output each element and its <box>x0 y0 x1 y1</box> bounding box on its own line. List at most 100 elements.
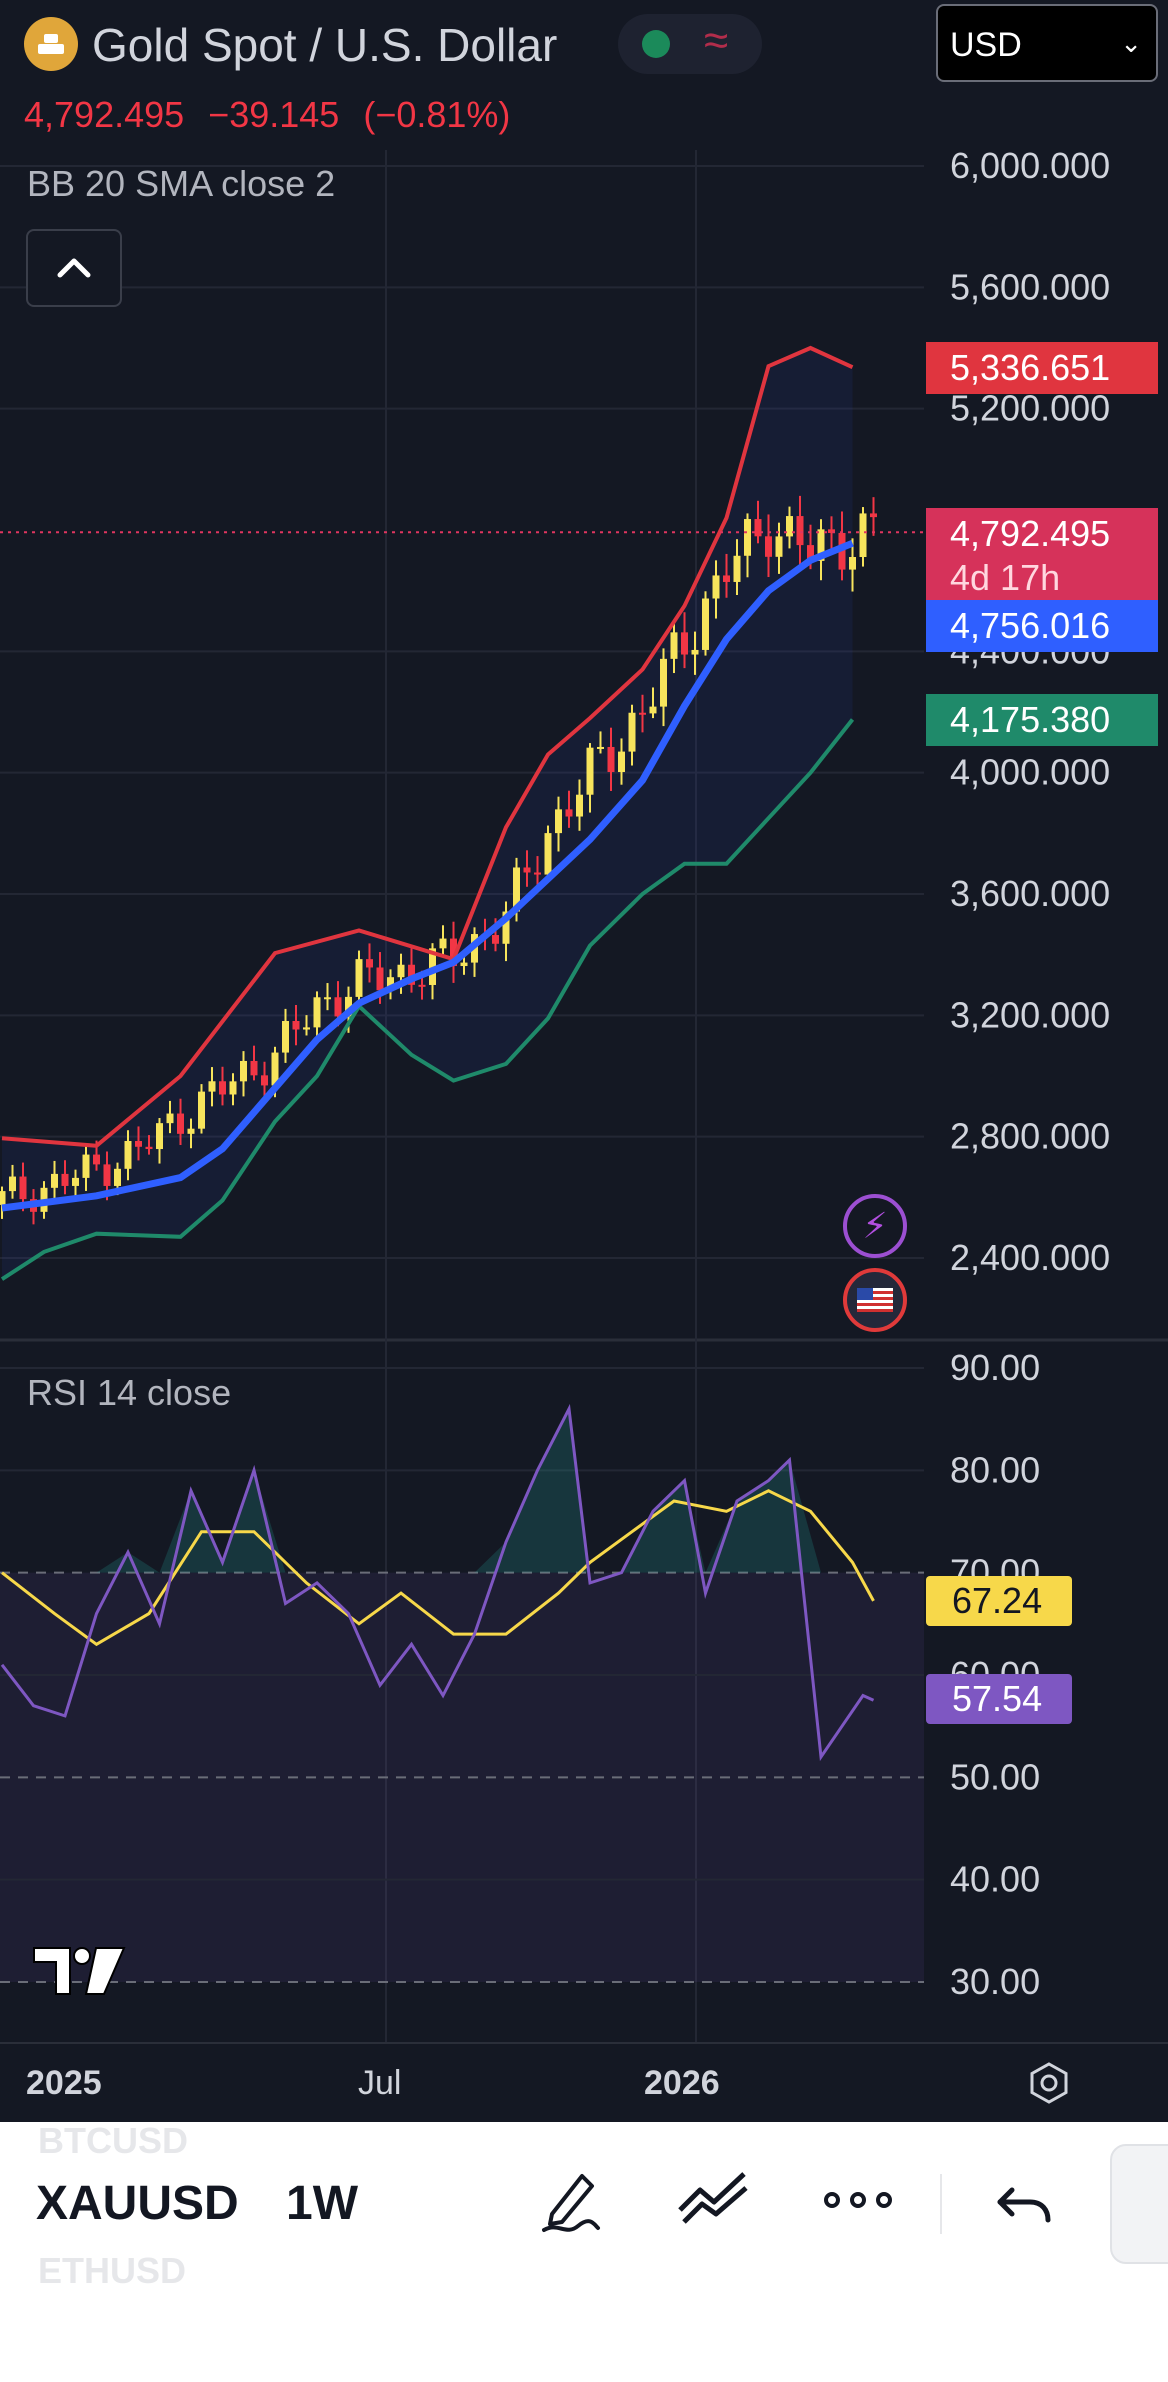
currency-select[interactable]: USD ⌄ <box>936 4 1158 82</box>
candle-body <box>209 1081 216 1091</box>
candle-body <box>545 833 552 874</box>
candle-body <box>72 1178 79 1186</box>
time-label-2025: 2025 <box>26 2064 102 2103</box>
rsi-tick-label: 90.00 <box>950 1347 1040 1388</box>
time-label-2026: 2026 <box>644 2064 720 2103</box>
candle-body <box>20 1177 27 1200</box>
price-change: −39.145 <box>208 94 339 135</box>
candle-body <box>765 536 772 557</box>
bar-countdown: 4d 17h <box>950 556 1158 600</box>
time-label-jul: Jul <box>358 2064 401 2103</box>
last-price-tag: 4,792.495 4d 17h <box>926 508 1158 602</box>
candle-body <box>713 575 720 598</box>
candle-body <box>51 1174 58 1188</box>
collapse-legend-button[interactable] <box>26 229 122 307</box>
interval-button[interactable]: 1W <box>286 2176 358 2231</box>
price-tick-label: 6,000.000 <box>950 145 1110 186</box>
chart-settings-icon[interactable] <box>1026 2060 1072 2106</box>
candle-body <box>629 713 636 752</box>
candle-body <box>492 935 499 944</box>
currency-value: USD <box>950 26 1022 65</box>
symbol-next[interactable]: ETHUSD <box>38 2250 186 2292</box>
candle-body <box>303 1027 310 1029</box>
candle-body <box>198 1092 205 1129</box>
candle-body <box>681 632 688 654</box>
candle-body <box>335 997 342 1016</box>
price-tick-label: 5,600.000 <box>950 266 1110 307</box>
candle-body <box>240 1061 247 1081</box>
draw-pencil-icon[interactable] <box>534 2160 606 2240</box>
candle-body <box>177 1114 184 1134</box>
candle-body <box>219 1081 226 1094</box>
candle-body <box>282 1021 289 1053</box>
price-change-line: 4,792.495 −39.145 (−0.81%) <box>24 94 524 136</box>
candle-body <box>293 1021 300 1030</box>
candle-body <box>314 997 321 1027</box>
candle-body <box>723 575 730 582</box>
more-options-icon[interactable] <box>818 2160 898 2240</box>
rsi-tick-label: 50.00 <box>950 1756 1040 1797</box>
bb-basis-price-tag: 4,756.016 <box>926 600 1158 652</box>
price-chart[interactable]: 6,000.0005,600.0005,200.0004,400.0004,00… <box>0 0 1168 2042</box>
candle-body <box>660 659 667 707</box>
current-symbol[interactable]: XAUUSD <box>36 2176 239 2231</box>
candle-body <box>776 536 783 556</box>
candle-body <box>744 519 751 556</box>
candle-body <box>114 1169 121 1186</box>
symbol-prev[interactable]: BTCUSD <box>38 2120 188 2162</box>
price-tick-label: 3,200.000 <box>950 994 1110 1035</box>
symbol-title[interactable]: Gold Spot / U.S. Dollar <box>92 18 557 72</box>
candle-body <box>524 867 531 872</box>
candle-body <box>377 967 384 990</box>
last-price-tag-value: 4,792.495 <box>950 513 1110 554</box>
candle-body <box>587 748 594 795</box>
candle-body <box>440 939 447 949</box>
candle-body <box>576 795 583 817</box>
candle-body <box>135 1141 142 1147</box>
rsi-tick-label: 40.00 <box>950 1859 1040 1900</box>
bottom-toolbar: BTCUSD XAUUSD ETHUSD 1W <box>0 2122 1168 2382</box>
us-flag-icon[interactable] <box>843 1268 907 1332</box>
candle-body <box>566 809 573 816</box>
candle-body <box>261 1075 268 1085</box>
candle-body <box>639 713 646 715</box>
tradingview-logo-icon <box>30 1944 130 2005</box>
candle-body <box>93 1155 100 1165</box>
candle-body <box>83 1155 90 1178</box>
price-tick-label: 2,400.000 <box>950 1237 1110 1278</box>
bb-upper-price-tag: 5,336.651 <box>926 342 1158 394</box>
bollinger-bands-label[interactable]: BB 20 SMA close 2 <box>27 163 335 205</box>
price-tick-label: 4,000.000 <box>950 752 1110 793</box>
rsi-tick-label: 80.00 <box>950 1449 1040 1490</box>
candle-body <box>692 650 699 655</box>
candle-body <box>9 1177 16 1192</box>
candle-body <box>870 513 877 517</box>
candle-body <box>156 1123 163 1149</box>
candle-body <box>62 1174 69 1186</box>
rsi-overbought-fill <box>97 1409 822 1573</box>
candle-body <box>755 519 762 536</box>
lightning-icon[interactable]: ⚡︎ <box>843 1194 907 1258</box>
toolbar-edge-button[interactable] <box>1110 2144 1168 2264</box>
undo-icon[interactable] <box>990 2160 1060 2240</box>
candle-body <box>230 1081 237 1094</box>
candle-body <box>0 1191 6 1205</box>
candle-body <box>251 1061 258 1075</box>
bollinger-band-fill <box>2 348 853 1279</box>
rsi-ma-tag: 67.24 <box>926 1576 1072 1626</box>
candle-body <box>125 1141 132 1169</box>
candle-body <box>849 557 856 570</box>
rsi-label[interactable]: RSI 14 close <box>27 1372 231 1414</box>
candle-body <box>534 872 541 874</box>
bb-basis-line <box>2 543 853 1208</box>
market-status-pill[interactable]: ≈ <box>618 14 762 74</box>
chevron-up-icon <box>28 231 120 305</box>
compare-lines-icon[interactable] <box>674 2160 754 2240</box>
time-axis[interactable]: 2025 Jul 2026 <box>0 2042 1168 2122</box>
candle-body <box>555 809 562 833</box>
price-tick-label: 3,600.000 <box>950 873 1110 914</box>
price-change-percent: (−0.81%) <box>363 94 510 135</box>
candle-body <box>650 707 657 714</box>
chart-area[interactable]: 6,000.0005,600.0005,200.0004,400.0004,00… <box>0 0 1168 2122</box>
last-price: 4,792.495 <box>24 94 184 135</box>
